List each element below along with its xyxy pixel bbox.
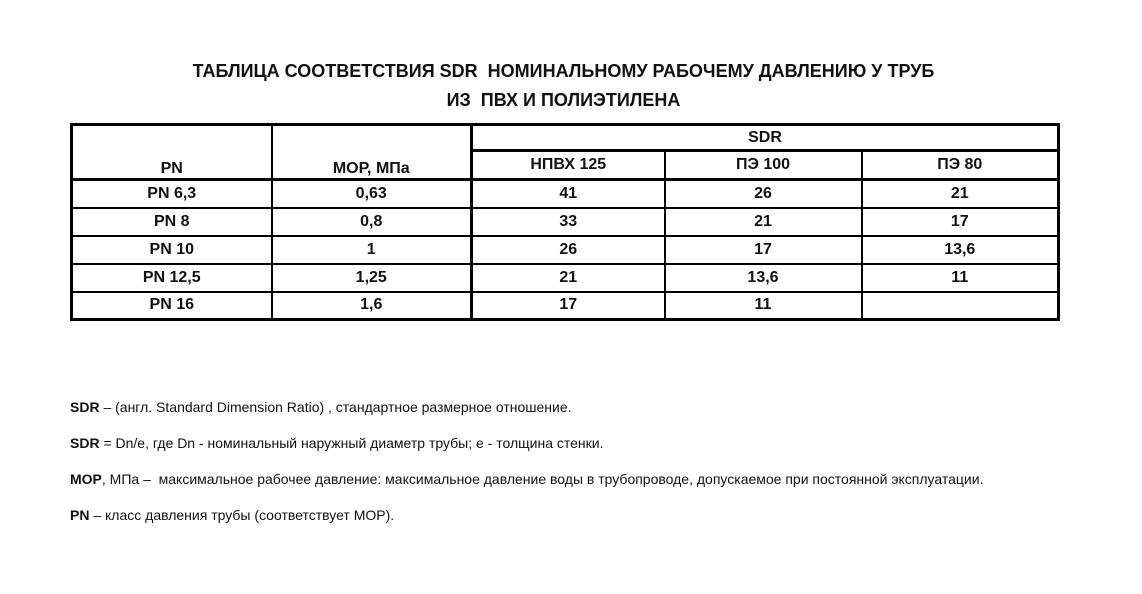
cell-mop: 1,25 bbox=[270, 262, 473, 293]
footnote-sdr-definition: SDR – (англ. Standard Dimension Ratio) ,… bbox=[70, 399, 1110, 415]
header-cell-npvh-125: НПВХ 125 bbox=[470, 149, 666, 181]
footnote-text: – класс давления трубы (соответствует МО… bbox=[89, 507, 395, 523]
footnote-text: = Dn/e, где Dn - номинальный наружный ди… bbox=[99, 435, 604, 451]
cell-pn: PN 8 bbox=[70, 206, 273, 237]
footnote-pn-definition: PN – класс давления трубы (соответствует… bbox=[70, 507, 1110, 523]
cell-pn: PN 10 bbox=[70, 234, 273, 265]
table-row-pn-16: PN 16 1,6 17 11 bbox=[70, 290, 1060, 321]
table-header-row-sub: НПВХ 125 ПЭ 100 ПЭ 80 bbox=[72, 149, 1060, 181]
cell-mop: 1,6 bbox=[270, 290, 473, 321]
sdr-pressure-table: PN МОР, МПа SDR НПВХ 125 ПЭ 100 ПЭ 80 PN… bbox=[70, 123, 1061, 321]
cell-pn: PN 16 bbox=[70, 290, 273, 321]
cell-npvh-125: 21 bbox=[470, 262, 666, 293]
cell-pe-100: 11 bbox=[663, 290, 863, 321]
header-cell-sdr-group: SDR bbox=[469, 123, 1060, 152]
cell-pe-100: 17 bbox=[663, 234, 863, 265]
cell-pe-80: 21 bbox=[860, 178, 1060, 209]
cell-pe-80: 11 bbox=[860, 262, 1060, 293]
page-title-line2: ИЗ ПВХ И ПОЛИЭТИЛЕНА bbox=[446, 90, 681, 110]
footnote-mop-definition: МОР, МПа – максимальное рабочее давление… bbox=[70, 471, 1110, 487]
cell-npvh-125: 41 bbox=[470, 178, 666, 209]
footnote-term: SDR bbox=[70, 435, 100, 451]
cell-npvh-125: 26 bbox=[470, 234, 666, 265]
footnote-term: SDR bbox=[70, 399, 100, 415]
table-header-row-group: PN МОР, МПа SDR bbox=[70, 123, 1060, 181]
table-row-pn-8: PN 8 0,8 33 21 17 bbox=[70, 206, 1060, 237]
cell-pn: PN 6,3 bbox=[70, 178, 273, 209]
cell-pe-100: 13,6 bbox=[663, 262, 863, 293]
table-row-pn-12-5: PN 12,5 1,25 21 13,6 11 bbox=[70, 262, 1060, 293]
table-row-pn-10: PN 10 1 26 17 13,6 bbox=[70, 234, 1060, 265]
footnotes: SDR – (англ. Standard Dimension Ratio) ,… bbox=[70, 399, 1110, 543]
cell-pe-80: 13,6 bbox=[860, 234, 1060, 265]
cell-mop: 1 bbox=[270, 234, 473, 265]
footnote-text: , МПа – максимальное рабочее давление: м… bbox=[101, 471, 984, 487]
cell-pe-100: 21 bbox=[663, 206, 863, 237]
header-cell-pe-100: ПЭ 100 bbox=[663, 149, 863, 181]
footnote-text: – (англ. Standard Dimension Ratio) , ста… bbox=[99, 399, 572, 415]
table-row-pn-6-3: PN 6,3 0,63 41 26 21 bbox=[70, 178, 1060, 209]
header-cell-pe-80: ПЭ 80 bbox=[860, 149, 1060, 181]
cell-mop: 0,8 bbox=[270, 206, 473, 237]
cell-pe-80: 17 bbox=[860, 206, 1060, 237]
page-title-line1: ТАБЛИЦА СООТВЕТСТВИЯ SDR НОМИНАЛЬНОМУ РА… bbox=[192, 61, 935, 81]
cell-npvh-125: 33 bbox=[470, 206, 666, 237]
footnote-term: МОР bbox=[70, 471, 102, 487]
footnote-sdr-formula: SDR = Dn/e, где Dn - номинальный наружны… bbox=[70, 435, 1110, 451]
cell-npvh-125: 17 bbox=[470, 290, 666, 321]
cell-mop: 0,63 bbox=[270, 178, 473, 209]
header-cell-pn: PN bbox=[70, 123, 273, 181]
cell-pe-80 bbox=[860, 290, 1060, 321]
page-title: ТАБЛИЦА СООТВЕТСТВИЯ SDR НОМИНАЛЬНОМУ РА… bbox=[70, 57, 1057, 115]
cell-pn: PN 12,5 bbox=[70, 262, 273, 293]
header-cell-mop: МОР, МПа bbox=[270, 123, 473, 181]
footnote-term: PN bbox=[70, 507, 90, 523]
cell-pe-100: 26 bbox=[663, 178, 863, 209]
